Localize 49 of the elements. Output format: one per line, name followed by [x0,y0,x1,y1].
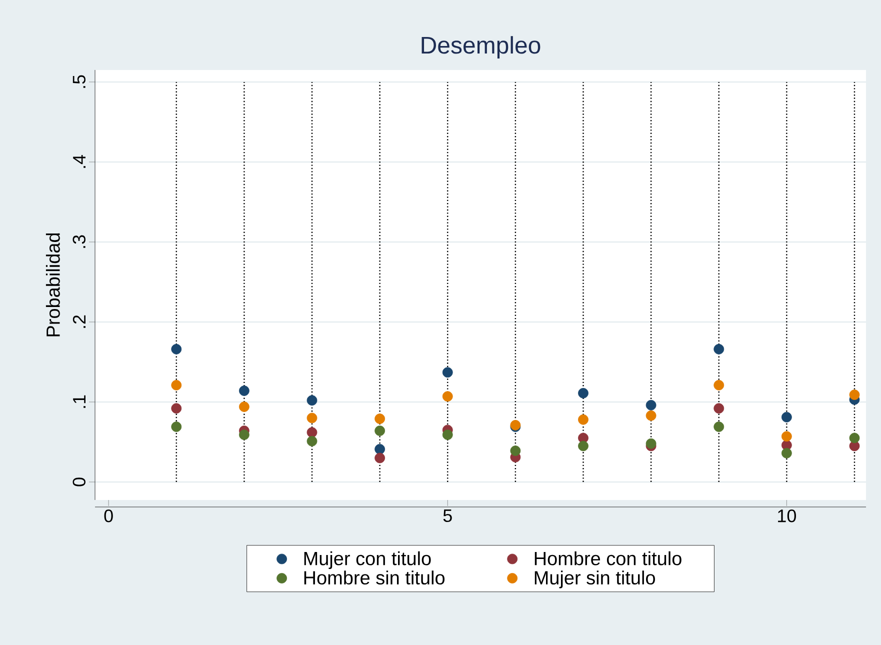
y-tick-label: 0 [72,478,86,486]
point [781,448,792,458]
point [171,380,182,390]
point [849,432,860,444]
point [171,344,182,354]
point [442,367,453,378]
point [781,431,792,442]
point [578,414,588,425]
point [306,395,318,406]
y-tick-label: .4 [73,154,86,168]
point [442,391,453,402]
point [306,436,318,446]
legend-label: Mujer con titulo [304,551,431,570]
x-tick-label: 5 [443,509,452,522]
y-tick-label: .5 [72,75,86,88]
point [238,430,250,440]
point [374,426,386,436]
y-tick-label: .3 [72,235,86,248]
point [646,410,656,421]
point [510,446,521,456]
point [374,452,386,464]
point [306,412,318,424]
point [849,390,860,400]
point [306,427,318,438]
legend-label: Mujer sin titulo [534,570,655,588]
y-tick-label: .2 [72,315,86,328]
legend-label: Hombre con titulo [534,551,682,566]
point [374,414,386,424]
point [714,380,724,390]
point [374,444,386,454]
point [442,430,453,440]
x-tick-label: 0 [104,510,113,522]
point [781,412,792,422]
legend-label: Hombre sin titulo [304,570,445,585]
x-tick-label: 10 [778,510,796,522]
chart-title: Desempleo [422,36,540,58]
point [646,400,656,410]
point [578,440,588,452]
point [238,386,250,396]
point [646,438,656,449]
point [714,403,724,414]
point [238,402,250,412]
point [714,422,724,432]
y-tick-label: .1 [73,395,86,408]
point [714,344,724,354]
y-axis-title: Probabilidad [46,233,60,336]
point [171,422,182,432]
point [171,403,182,414]
point [578,388,588,398]
